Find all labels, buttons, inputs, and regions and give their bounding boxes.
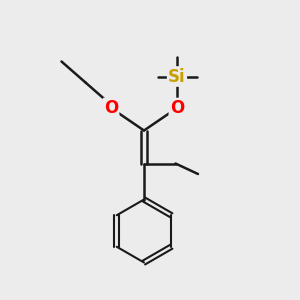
- Text: O: O: [170, 99, 184, 117]
- Text: O: O: [104, 99, 118, 117]
- Text: Si: Si: [168, 68, 186, 85]
